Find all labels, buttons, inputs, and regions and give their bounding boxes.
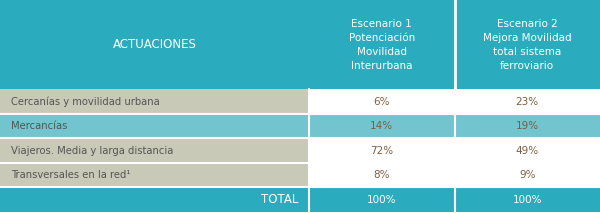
Text: Viajeros. Media y larga distancia: Viajeros. Media y larga distancia: [11, 146, 173, 156]
Text: 49%: 49%: [515, 146, 539, 156]
Bar: [309, 89, 455, 114]
Bar: [0, 187, 600, 212]
Bar: [309, 138, 455, 163]
Text: 9%: 9%: [519, 170, 536, 180]
Bar: [0, 0, 600, 89]
Bar: [0, 163, 309, 187]
Bar: [0, 114, 309, 138]
Text: Transversales en la red¹: Transversales en la red¹: [11, 170, 130, 180]
Text: 14%: 14%: [370, 121, 394, 131]
Text: 100%: 100%: [367, 195, 397, 205]
Text: 8%: 8%: [373, 170, 390, 180]
Text: 100%: 100%: [512, 195, 542, 205]
Text: Mercancías: Mercancías: [11, 121, 67, 131]
Bar: [455, 89, 600, 114]
Text: TOTAL: TOTAL: [261, 193, 298, 206]
Text: ACTUACIONES: ACTUACIONES: [113, 38, 196, 51]
Bar: [0, 138, 309, 163]
Bar: [0, 89, 309, 114]
Bar: [455, 163, 600, 187]
Bar: [309, 163, 455, 187]
Bar: [455, 114, 600, 138]
Text: 19%: 19%: [515, 121, 539, 131]
Bar: [455, 138, 600, 163]
Text: 72%: 72%: [370, 146, 394, 156]
Text: Cercanías y movilidad urbana: Cercanías y movilidad urbana: [11, 96, 160, 107]
Text: 6%: 6%: [373, 97, 390, 107]
Text: Escenario 1
Potenciación
Movilidad
Interurbana: Escenario 1 Potenciación Movilidad Inter…: [349, 19, 415, 71]
Text: 23%: 23%: [515, 97, 539, 107]
Bar: [309, 114, 455, 138]
Text: Escenario 2
Mejora Movilidad
total sistema
ferroviario: Escenario 2 Mejora Movilidad total siste…: [483, 19, 572, 71]
